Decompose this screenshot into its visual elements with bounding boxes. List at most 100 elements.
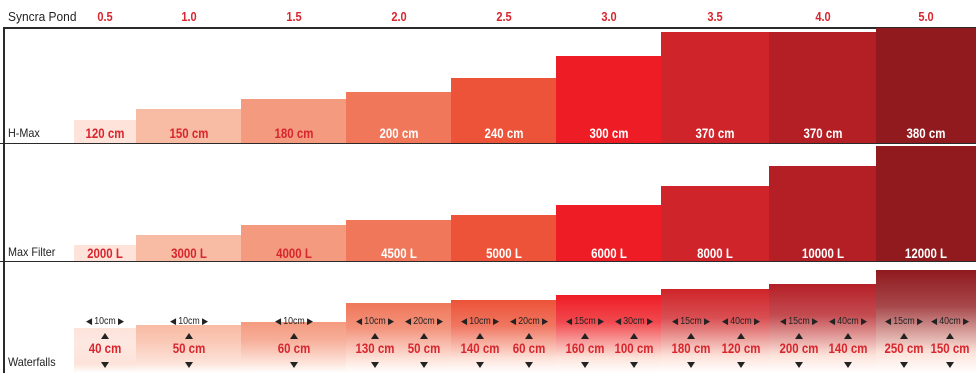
bar [876, 146, 976, 261]
arrow-right-icon: ▶ [914, 316, 924, 326]
arrow-right-icon: ▶ [539, 316, 548, 326]
arrow-down-icon [371, 362, 380, 368]
arrow-down-icon [476, 362, 485, 368]
arrow-down-icon [946, 362, 954, 368]
arrow-up-icon [184, 333, 193, 339]
arrow-up-icon [687, 333, 696, 339]
data-label: 380 cm [906, 125, 946, 141]
waterfall-width: ◀ 20cm ▶ [510, 316, 548, 327]
model-label: 2.0 [390, 9, 407, 24]
waterfall-height-label: 60 cm [277, 340, 310, 356]
data-label: 150 cm [169, 125, 208, 141]
waterfall-width: ◀ 20cm ▶ [405, 316, 443, 327]
bar [74, 245, 136, 261]
data-label: 300 cm [589, 125, 628, 141]
arrow-left-icon: ◀ [85, 316, 95, 326]
row-separator [0, 143, 976, 144]
arrow-left-icon: ◀ [274, 316, 283, 326]
waterfall-height-label: 250 cm [884, 340, 924, 356]
arrow-right-icon: ▶ [858, 316, 868, 326]
waterfall-width-label: 15cm [893, 316, 915, 327]
arrow-up-icon [476, 333, 485, 339]
row-separator [0, 261, 976, 262]
waterfall-height-label: 50 cm [407, 340, 440, 356]
data-label: 120 cm [85, 125, 125, 141]
arrow-down-icon [524, 362, 533, 368]
arrow-down-icon [844, 362, 853, 368]
arrow-left-icon: ◀ [672, 316, 681, 326]
waterfall-height-label: 150 cm [930, 340, 970, 356]
waterfall-width: ◀ 40cm ▶ [722, 316, 760, 327]
arrow-right-icon: ▶ [960, 316, 970, 326]
bar [556, 56, 661, 143]
arrow-right-icon: ▶ [386, 316, 395, 326]
bar [241, 225, 346, 261]
arrow-left-icon: ◀ [614, 316, 623, 326]
data-label: 12000 L [904, 245, 948, 261]
waterfall-height-label: 140 cm [828, 340, 868, 356]
data-label: 240 cm [484, 125, 523, 141]
waterfall-width: ◀ 15cm ▶ [885, 316, 923, 327]
waterfall-height-label: 130 cm [355, 340, 395, 356]
waterfall-width: ◀ 30cm ▶ [615, 316, 653, 327]
arrow-down-icon [629, 362, 638, 368]
arrow-left-icon: ◀ [884, 316, 894, 326]
arrow-left-icon: ◀ [829, 316, 838, 326]
arrow-left-icon: ◀ [461, 316, 470, 326]
arrow-up-icon [289, 333, 298, 339]
model-label: 3.5 [707, 9, 723, 24]
arrow-left-icon: ◀ [566, 316, 575, 326]
bar [661, 31, 769, 143]
arrow-down-icon [736, 362, 745, 368]
bar [451, 215, 556, 261]
waterfall-width: ◀ 40cm ▶ [829, 316, 867, 327]
waterfall-width: ◀ 10cm ▶ [169, 316, 207, 327]
row-label-waterfalls: Waterfalls [8, 355, 56, 369]
waterfall-width-label: 10cm [177, 316, 200, 327]
model-label: 5.0 [918, 9, 934, 24]
data-label: 2000 L [87, 245, 123, 261]
waterfall-width-label: 10cm [364, 316, 387, 327]
row-label-hmax: H-Max [8, 126, 40, 140]
waterfall-width-label: 40cm [837, 316, 859, 327]
waterfall-width: ◀ 15cm ▶ [566, 316, 604, 327]
bar [661, 185, 769, 261]
arrow-up-icon [794, 333, 803, 339]
bar [769, 165, 876, 261]
arrow-left-icon: ◀ [779, 316, 789, 326]
bar [769, 31, 876, 143]
data-label: 6000 L [590, 245, 627, 261]
bar [136, 235, 241, 261]
waterfall-width-label: 40cm [730, 316, 752, 327]
data-label: 8000 L [697, 245, 733, 261]
model-label: 3.0 [600, 9, 617, 24]
arrow-up-icon [419, 333, 428, 339]
waterfall-width-label: 15cm [680, 316, 702, 327]
arrow-left-icon: ◀ [356, 316, 365, 326]
arrow-up-icon [524, 333, 533, 339]
waterfall-width-label: 30cm [622, 316, 645, 327]
arrow-left-icon: ◀ [930, 316, 940, 326]
waterfall-height-label: 50 cm [172, 340, 205, 356]
bar [556, 205, 661, 261]
bar [346, 91, 451, 143]
arrow-down-icon [687, 362, 696, 368]
frame-top [3, 27, 976, 29]
model-label: 0.5 [97, 9, 113, 24]
waterfall-width: ◀ 10cm ▶ [356, 316, 394, 327]
waterfall-bar [661, 289, 769, 373]
model-label: 4.0 [814, 9, 831, 24]
arrow-down-icon [900, 362, 908, 368]
waterfall-height-label: 120 cm [721, 340, 761, 356]
arrow-right-icon: ▶ [434, 316, 443, 326]
arrow-right-icon: ▶ [304, 316, 313, 326]
data-label: 10000 L [801, 245, 844, 261]
waterfall-width: ◀ 10cm ▶ [86, 316, 124, 327]
model-label: 1.0 [180, 9, 197, 24]
bar [241, 98, 346, 143]
waterfall-height-label: 160 cm [565, 340, 605, 356]
arrow-left-icon: ◀ [404, 316, 413, 326]
arrow-down-icon [101, 362, 109, 368]
waterfall-bar [556, 294, 661, 373]
model-label: 1.5 [285, 9, 302, 24]
